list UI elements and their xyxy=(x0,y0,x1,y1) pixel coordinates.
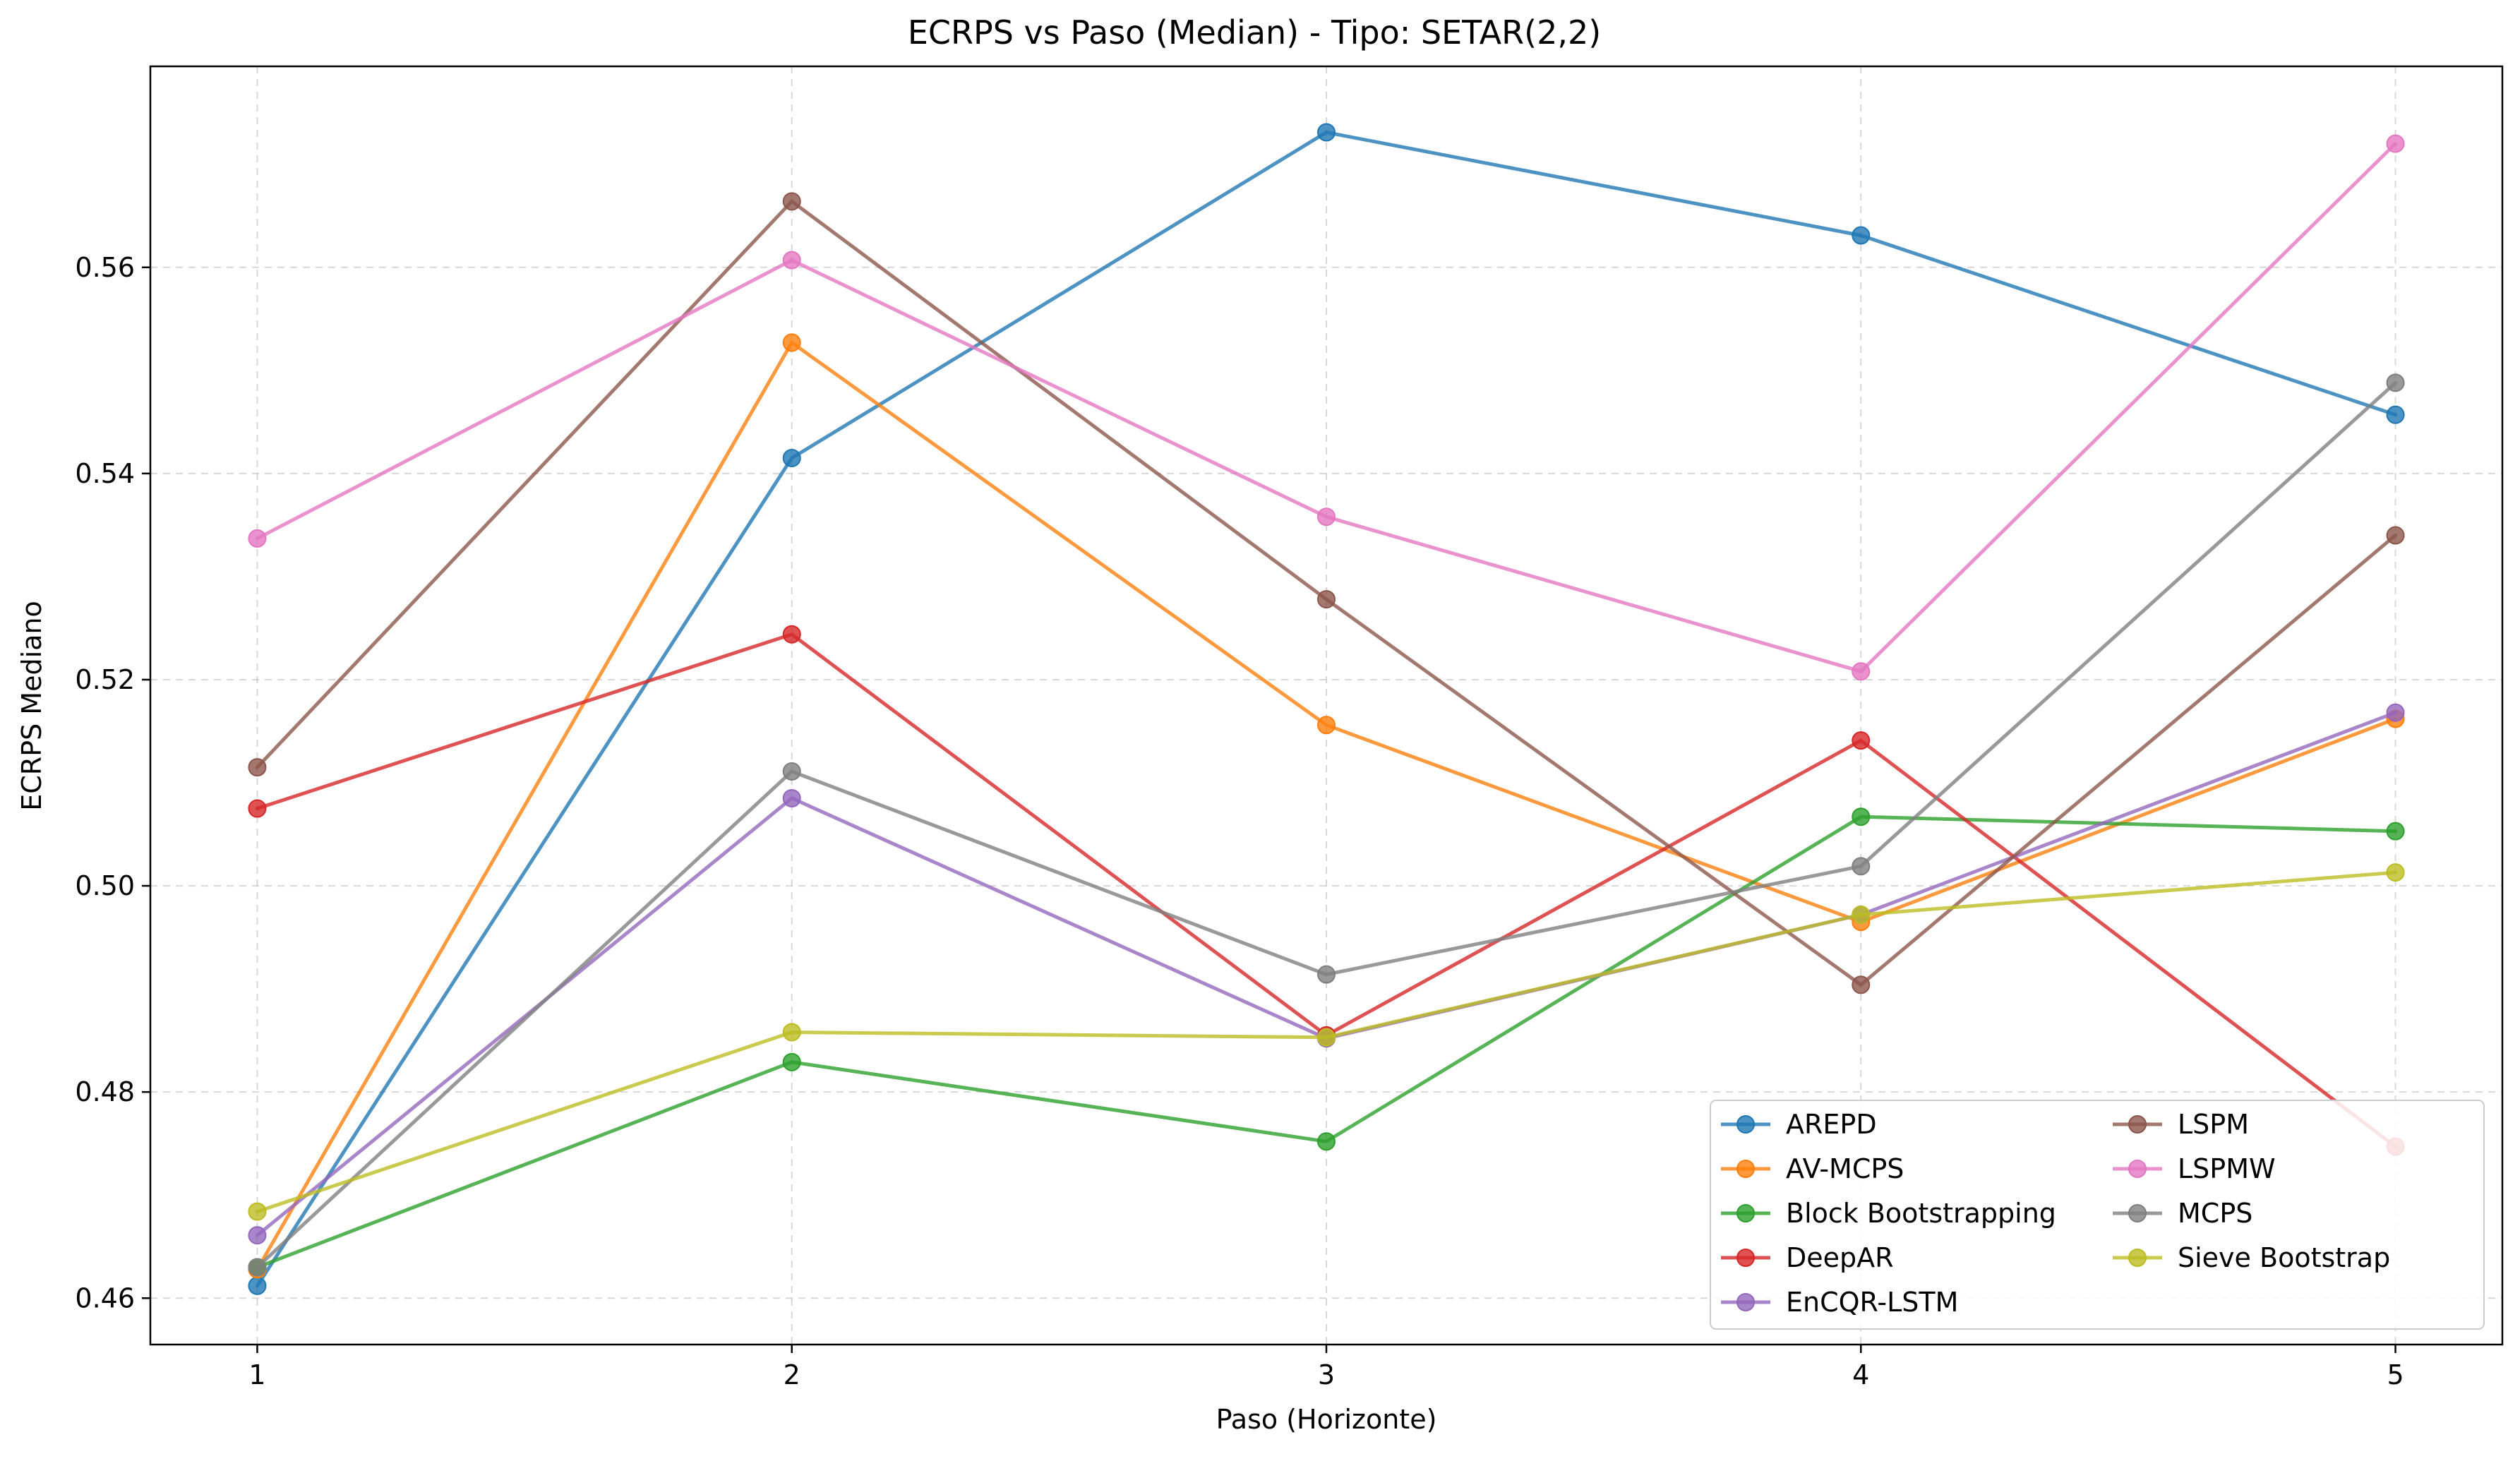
legend-item: LSPM xyxy=(2113,1109,2249,1140)
legend-marker xyxy=(1736,1249,1755,1267)
data-point xyxy=(1317,123,1336,142)
legend-item: Sieve Bootstrap xyxy=(2113,1242,2390,1273)
data-point xyxy=(782,448,801,467)
legend-label: Block Bootstrapping xyxy=(1786,1198,2056,1229)
series-lspmw xyxy=(248,134,2405,681)
legend-item: EnCQR-LSTM xyxy=(1721,1287,1958,1318)
data-point xyxy=(2386,134,2405,153)
data-point xyxy=(1852,807,1871,826)
legend-item: Block Bootstrapping xyxy=(1721,1198,2056,1229)
y-axis-label: ECRPS Mediano xyxy=(16,601,47,811)
legend-item: MCPS xyxy=(2113,1198,2252,1229)
x-tick-label: 3 xyxy=(1318,1359,1335,1390)
legend-label: DeepAR xyxy=(1786,1242,1894,1273)
legend-item: AREPD xyxy=(1721,1109,1877,1140)
data-point xyxy=(2386,526,2405,545)
legend-label: Sieve Bootstrap xyxy=(2178,1242,2390,1273)
data-point xyxy=(1852,662,1871,681)
data-point xyxy=(1317,716,1336,735)
data-point xyxy=(1317,965,1336,984)
legend-marker xyxy=(1736,1115,1755,1134)
data-point xyxy=(1852,975,1871,994)
legend-marker xyxy=(2128,1204,2147,1222)
data-point xyxy=(782,192,801,211)
data-point xyxy=(248,799,267,818)
data-point xyxy=(2386,373,2405,392)
data-point xyxy=(782,333,801,352)
data-point xyxy=(1852,857,1871,876)
x-axis-ticks: 1 2 3 4 5 xyxy=(248,1345,2404,1390)
y-tick-label: 0.48 xyxy=(75,1076,135,1107)
data-point xyxy=(782,625,801,644)
legend-label: AV-MCPS xyxy=(1786,1153,1904,1184)
legend: AREPD AV-MCPS Block Bootstrapping DeepAR EnC… xyxy=(1710,1100,2485,1330)
data-point xyxy=(1317,1132,1336,1151)
legend-item: LSPMW xyxy=(2113,1153,2276,1184)
chart-title: ECRPS vs Paso (Median) - Tipo: SETAR(2,2… xyxy=(908,13,1601,52)
data-point xyxy=(248,1276,267,1295)
legend-label: LSPM xyxy=(2178,1109,2249,1140)
data-point xyxy=(1852,226,1871,245)
series-lspm xyxy=(248,192,2405,994)
data-point xyxy=(1317,1028,1336,1047)
data-point xyxy=(2386,405,2405,424)
y-tick-label: 0.54 xyxy=(75,458,135,489)
y-tick-label: 0.50 xyxy=(75,870,135,901)
x-tick-label: 1 xyxy=(248,1359,265,1390)
x-tick-label: 2 xyxy=(784,1359,800,1390)
series-mcps xyxy=(248,373,2405,1277)
data-point xyxy=(2386,822,2405,841)
y-tick-label: 0.56 xyxy=(75,252,135,283)
legend-marker xyxy=(1736,1160,1755,1178)
legend-marker xyxy=(1736,1204,1755,1222)
legend-marker xyxy=(2128,1160,2147,1178)
data-point xyxy=(782,251,801,270)
data-point xyxy=(248,529,267,548)
data-point xyxy=(248,1258,267,1277)
data-point xyxy=(782,1023,801,1042)
data-point xyxy=(782,1052,801,1071)
legend-label: MCPS xyxy=(2178,1198,2252,1229)
series-lines xyxy=(248,123,2405,1295)
data-point xyxy=(2386,863,2405,882)
y-tick-label: 0.46 xyxy=(75,1282,135,1313)
series-sieve-bootstrap xyxy=(248,863,2405,1221)
legend-marker xyxy=(2128,1115,2147,1134)
data-point xyxy=(782,762,801,781)
data-point xyxy=(248,1202,267,1221)
legend-label: LSPMW xyxy=(2178,1153,2276,1184)
legend-box xyxy=(1710,1100,2485,1330)
legend-label: AREPD xyxy=(1786,1109,1877,1140)
data-point xyxy=(1852,731,1871,750)
data-point xyxy=(248,1226,267,1245)
series-arepd xyxy=(248,123,2405,1295)
data-point xyxy=(248,758,267,777)
x-axis-label: Paso (Horizonte) xyxy=(1216,1404,1437,1435)
data-point xyxy=(2386,703,2405,722)
x-tick-label: 4 xyxy=(1852,1359,1869,1390)
data-point xyxy=(1317,507,1336,527)
y-axis-ticks: 0.46 0.48 0.50 0.52 0.54 0.56 xyxy=(75,252,150,1313)
data-point xyxy=(782,788,801,807)
x-tick-label: 5 xyxy=(2387,1359,2404,1390)
legend-label: EnCQR-LSTM xyxy=(1786,1287,1958,1318)
data-point xyxy=(1852,905,1871,924)
data-point xyxy=(1317,590,1336,609)
legend-item: DeepAR xyxy=(1721,1242,1894,1273)
y-tick-label: 0.52 xyxy=(75,664,135,695)
legend-marker xyxy=(2128,1249,2147,1267)
legend-item: AV-MCPS xyxy=(1721,1153,1904,1184)
legend-marker xyxy=(1736,1293,1755,1311)
